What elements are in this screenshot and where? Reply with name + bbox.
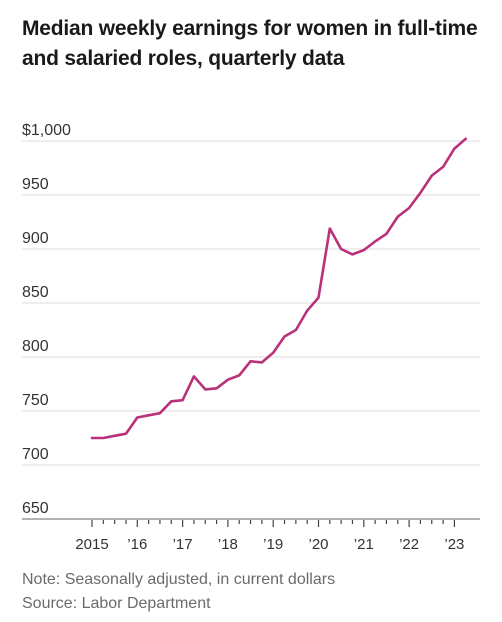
x-tick-label: ’22 xyxy=(399,536,419,553)
x-tick-label: ’20 xyxy=(308,536,328,553)
x-tick-label: 2015 xyxy=(75,536,108,553)
x-axis-labels: 2015 ’16 ’17 ’18 ’19 ’20 ’21 ’22 ’23 xyxy=(75,536,464,553)
x-tick-label: ’17 xyxy=(173,536,193,553)
y-tick-label: 900 xyxy=(22,230,49,247)
x-tick-label: ’18 xyxy=(218,536,238,553)
x-tick-label: ’16 xyxy=(127,536,147,553)
series-line xyxy=(90,137,468,440)
chart-notes: Note: Seasonally adjusted, in current do… xyxy=(22,568,335,616)
source-text: Source: Labor Department xyxy=(22,595,211,612)
y-tick-label: 750 xyxy=(22,392,49,409)
x-tick-label: ’19 xyxy=(263,536,283,553)
x-tick-label: ’21 xyxy=(354,536,374,553)
y-axis-labels: 650 700 750 800 850 900 950 $1,000 xyxy=(22,122,71,517)
y-tick-label: 850 xyxy=(22,284,49,301)
x-axis xyxy=(91,520,455,527)
y-tick-label: 700 xyxy=(22,446,49,463)
note-text: Note: Seasonally adjusted, in current do… xyxy=(22,571,336,588)
y-tick-label: $1,000 xyxy=(22,122,71,139)
y-tick-label: 800 xyxy=(22,338,49,355)
y-tick-label: 650 xyxy=(22,500,49,517)
y-tick-label: 950 xyxy=(22,176,49,193)
chart-title: Median weekly earnings for women in full… xyxy=(22,17,478,70)
gridlines xyxy=(22,140,480,520)
x-tick-label: ’23 xyxy=(444,536,464,553)
series-layer xyxy=(90,137,468,440)
